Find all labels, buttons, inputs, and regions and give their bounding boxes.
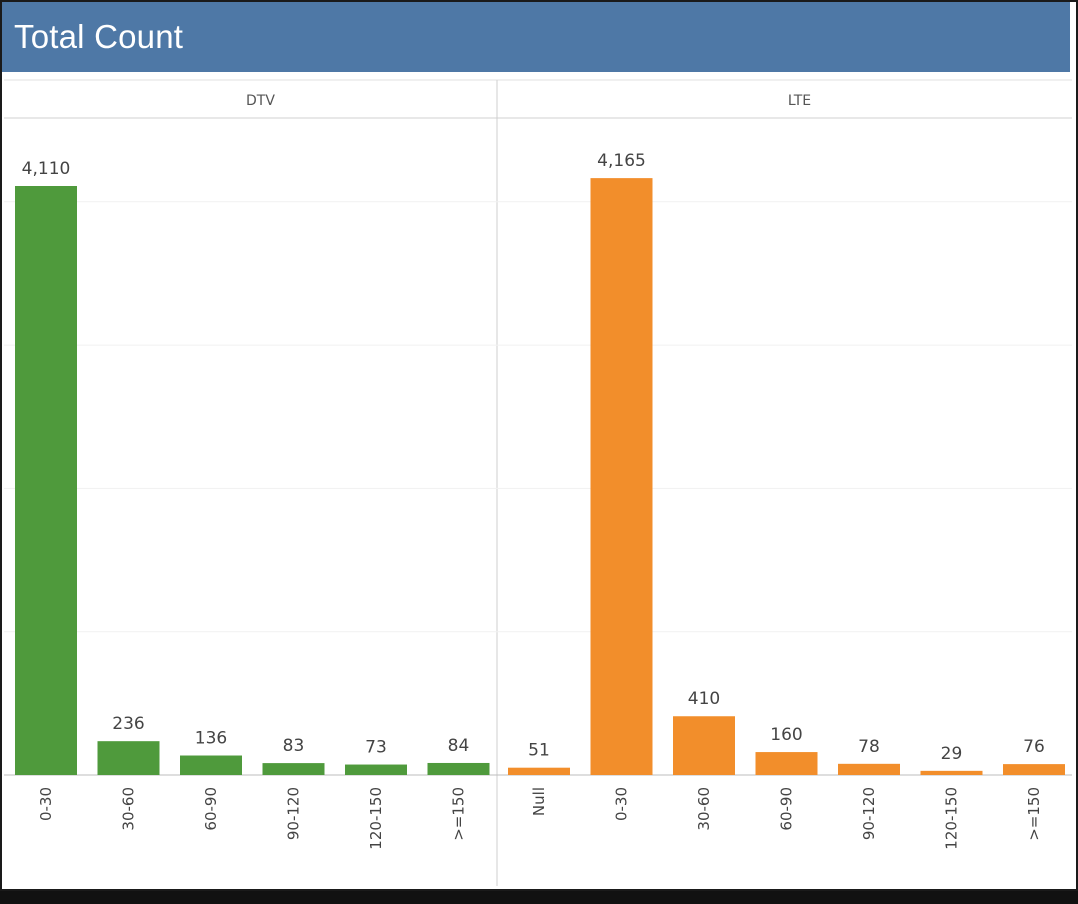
data-label: 76 <box>1023 737 1045 757</box>
bar <box>15 186 77 775</box>
x-tick-label: 120-150 <box>943 787 961 850</box>
x-tick-label: 90-120 <box>285 787 303 840</box>
bar <box>508 767 570 775</box>
data-label: 236 <box>112 714 144 734</box>
bar <box>838 763 900 775</box>
x-tick-label: Null <box>530 787 548 816</box>
bar <box>920 770 983 775</box>
data-label: 73 <box>365 738 387 758</box>
data-label: 84 <box>448 736 470 756</box>
data-label: 4,110 <box>22 159 71 179</box>
title-bar: Total Count <box>2 2 1070 72</box>
panel-header-dtv: DTV <box>246 93 275 109</box>
data-label: 83 <box>283 736 305 756</box>
x-tick-label: 0-30 <box>37 787 55 821</box>
data-label: 4,165 <box>597 151 646 171</box>
data-label: 160 <box>770 725 802 745</box>
data-label: 78 <box>858 737 880 757</box>
bar <box>673 716 735 775</box>
bottom-border <box>0 891 1078 904</box>
chart-title: Total Count <box>14 18 184 55</box>
data-label: 136 <box>195 729 227 749</box>
bar <box>180 755 242 775</box>
x-tick-label: 0-30 <box>613 787 631 821</box>
data-label: 51 <box>528 741 550 761</box>
data-label: 29 <box>941 744 963 764</box>
bar <box>1003 764 1065 775</box>
bar <box>755 752 818 775</box>
x-tick-label: 30-60 <box>695 787 713 831</box>
x-tick-label: 60-90 <box>778 787 796 831</box>
x-tick-label: >=150 <box>450 787 468 841</box>
panel-header-lte: LTE <box>788 93 811 109</box>
x-tick-label: 120-150 <box>367 787 385 850</box>
bar <box>262 763 325 775</box>
data-label: 410 <box>688 689 720 709</box>
bar <box>590 178 653 775</box>
bar <box>97 741 160 775</box>
x-tick-label: 60-90 <box>202 787 220 831</box>
x-tick-label: 30-60 <box>120 787 138 831</box>
bar <box>345 764 407 775</box>
bar <box>427 762 490 775</box>
x-tick-label: >=150 <box>1025 787 1043 841</box>
x-tick-label: 90-120 <box>860 787 878 840</box>
